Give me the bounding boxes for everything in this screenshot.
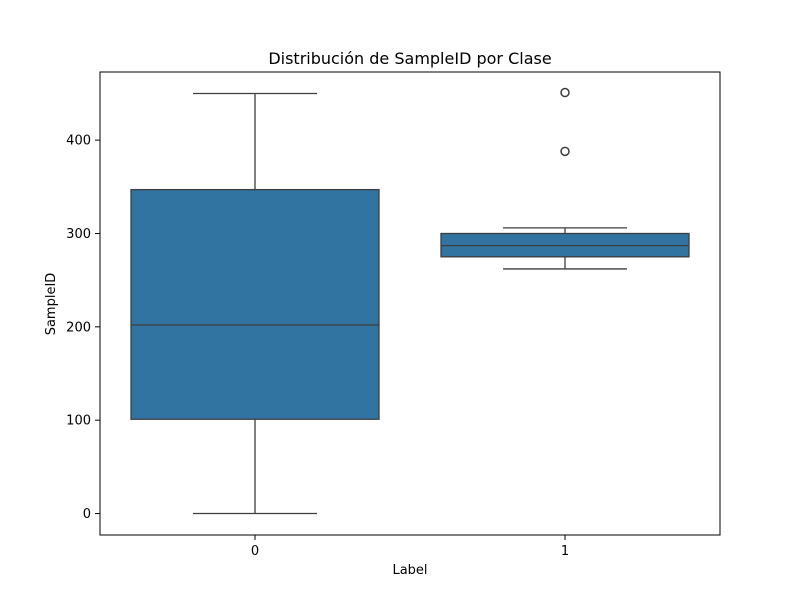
y-tick-label-0: 0 xyxy=(83,507,91,522)
outlier-point-1-0 xyxy=(560,146,570,157)
y-axis-label: SampleID xyxy=(44,273,59,336)
y-tick-label-3: 300 xyxy=(66,227,91,242)
plot-frame xyxy=(99,71,721,536)
x-axis-label: Label xyxy=(392,563,427,578)
y-tick-label-4: 400 xyxy=(66,134,91,149)
outlier-point-1-1 xyxy=(560,87,570,98)
y-tick-label-2: 200 xyxy=(66,320,91,335)
x-tick-label-0: 0 xyxy=(251,544,259,559)
box-0 xyxy=(130,188,380,420)
plot-area: 0 1 0 100 200 300 400 xyxy=(66,71,721,559)
x-tick-label-1: 1 xyxy=(561,544,569,559)
y-tick-label-1: 100 xyxy=(66,414,91,429)
chart-title: Distribución de SampleID por Clase xyxy=(268,49,551,68)
